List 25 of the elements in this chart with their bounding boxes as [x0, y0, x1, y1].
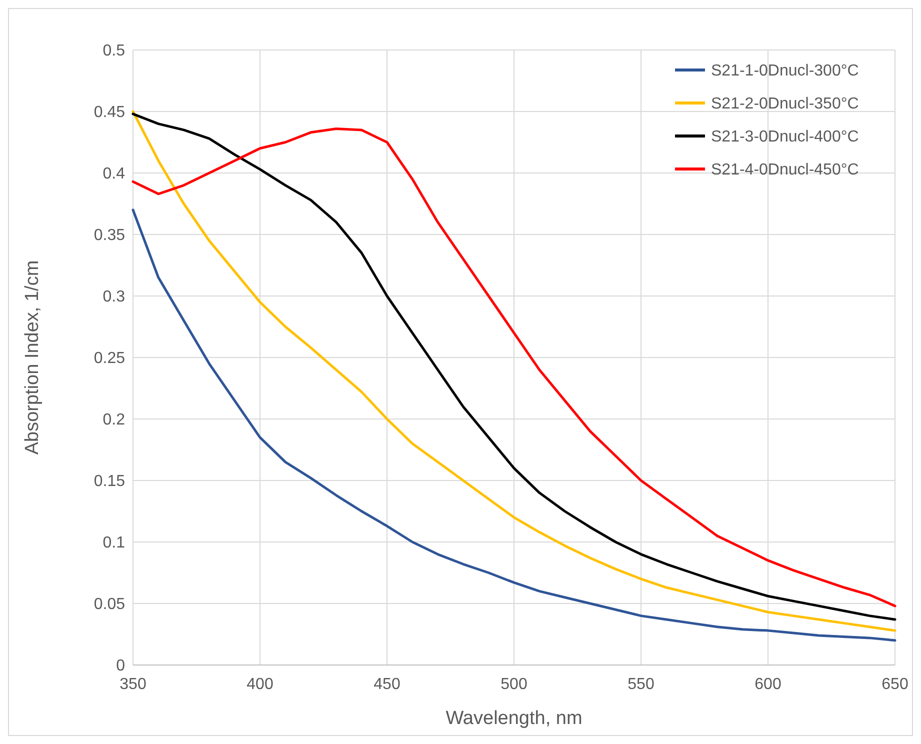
legend-label: S21-4-0Dnucl-450°C	[711, 162, 859, 179]
legend-label: S21-2-0Dnucl-350°C	[711, 96, 859, 113]
x-tick-label: 400	[246, 676, 274, 693]
line-series	[132, 208, 896, 642]
x-tick-label: 600	[754, 676, 782, 693]
y-tick-label: 0.45	[94, 104, 126, 122]
x-tick-label: 500	[500, 676, 528, 693]
y-tick-label: 0.3	[102, 288, 126, 306]
y-tick-label: 0.1	[102, 534, 126, 552]
y-tick-label: 0.35	[94, 227, 126, 244]
legend-label: S21-1-0Dnucl-300°C	[711, 62, 859, 80]
y-tick-label: 0	[116, 658, 126, 675]
y-tick-label: 0.4	[102, 166, 126, 183]
y-tick-label: 0.25	[94, 350, 126, 368]
y-tick-label: 0.5	[102, 42, 126, 60]
x-tick-label: 450	[374, 676, 400, 693]
y-axis-title: Absorption Index, 1/cm	[22, 260, 43, 455]
y-tick-label: 0.2	[102, 412, 126, 429]
x-tick-label: 550	[628, 676, 654, 693]
y-tick-label: 0.05	[94, 596, 126, 614]
x-tick-label: 650	[882, 676, 908, 693]
y-tick-label: 0.15	[94, 473, 126, 490]
x-axis-title: Wavelength, nm	[446, 708, 582, 729]
x-tick-label: 350	[120, 676, 146, 693]
legend-label: S21-3-0Dnucl-400°C	[711, 128, 859, 146]
